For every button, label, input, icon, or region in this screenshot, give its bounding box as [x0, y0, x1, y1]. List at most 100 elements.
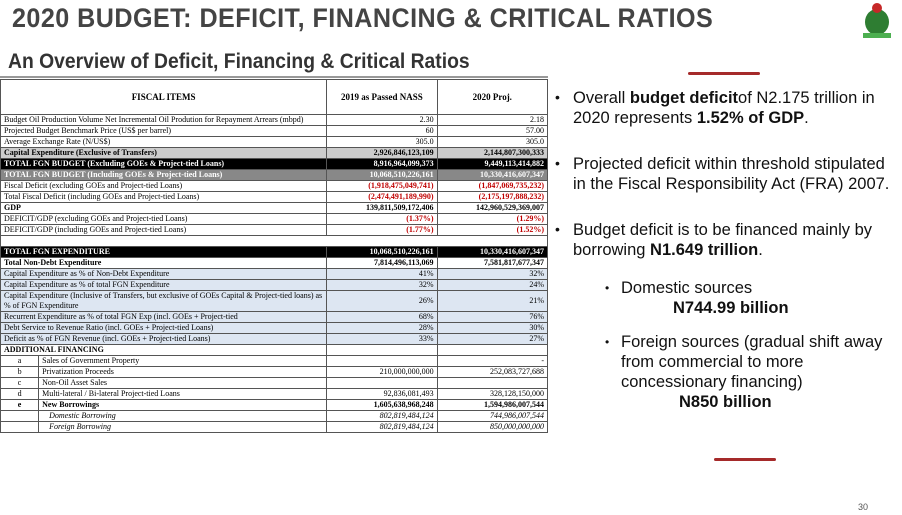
cell: 76% [436, 311, 549, 323]
cell: 139,811,509,172,406 [326, 202, 438, 214]
text: of N2.175 trillion in 2020 represents [573, 89, 875, 127]
text: 1.52% of GDP [696, 109, 805, 127]
table-row: Capital Expenditure (Inclusive of Transf… [0, 290, 549, 312]
cell: 92,836,081,493 [326, 388, 438, 400]
cell [436, 377, 549, 389]
cell: Domestic Borrowing [38, 410, 328, 422]
cell: 305.0 [326, 136, 438, 148]
cell: Projected Budget Benchmark Price (US$ pe… [0, 125, 328, 137]
table-row: d Multi-lateral / Bi-lateral Project-tied… [0, 388, 549, 400]
cell: 305.0 [436, 136, 549, 148]
cell: 57.00 [436, 125, 549, 137]
cell: Capital Expenditure as % of Non-Debt Exp… [0, 268, 328, 280]
cell [326, 344, 438, 356]
cell: c [0, 377, 40, 389]
cell: 1,605,638,968,248 [326, 399, 438, 411]
cell: 8,916,964,099,373 [326, 158, 438, 170]
cell: (1.77%) [326, 224, 438, 236]
cell: (1.52%) [436, 224, 549, 236]
cell: 21% [436, 290, 549, 312]
table-row: Fiscal Deficit (excluding GOEs and Proje… [0, 180, 549, 192]
text: Domestic sources [621, 279, 753, 297]
text: Overall [573, 89, 630, 107]
table-row: TOTAL FGN BUDGET (Excluding GOEs & Proje… [0, 158, 549, 170]
cell: Privatization Proceeds [38, 366, 328, 378]
cell: (1.29%) [436, 213, 549, 225]
text: budget deficit [629, 89, 739, 107]
cell: 1,594,986,007,544 [436, 399, 549, 411]
table-row: Projected Budget Benchmark Price (US$ pe… [0, 125, 549, 137]
table-row: Recurrent Expenditure as % of total FGN … [0, 311, 549, 323]
cell: 252,083,727,688 [436, 366, 549, 378]
table-row: ADDITIONAL FINANCING [0, 344, 549, 356]
divider [714, 458, 776, 461]
cell: 2.30 [326, 114, 438, 126]
table-row [0, 235, 548, 247]
cell: (1.37%) [326, 213, 438, 225]
cell: 9,449,113,414,882 [436, 158, 549, 170]
cell: Budget Oil Production Volume Net Increme… [0, 114, 328, 126]
cell: (1,847,069,735,232) [436, 180, 549, 192]
cell: Recurrent Expenditure as % of total FGN … [0, 311, 328, 323]
cell: Capital Expenditure as % of total FGN Ex… [0, 279, 328, 291]
table-row: GDP 139,811,509,172,406 142,960,529,369,00… [0, 202, 549, 214]
cell: d [0, 388, 40, 400]
table-row: Total Fiscal Deficit (including GOEs and… [0, 191, 549, 203]
cell: b [0, 366, 40, 378]
cell: 850,000,000,000 [436, 421, 549, 433]
cell [0, 235, 548, 247]
text: N1.649 trillion [650, 241, 759, 259]
cell: 10,068,510,226,161 [326, 246, 438, 258]
table-row: Domestic Borrowing 802,819,484,124 744,986… [0, 410, 549, 422]
cell [0, 421, 40, 433]
cell: Total Fiscal Deficit (including GOEs and… [0, 191, 328, 203]
fiscal-table: FISCAL ITEMS 2019 as Passed NASS 2020 Proj… [0, 79, 549, 433]
cell: GDP [0, 202, 328, 214]
cell: Capital Expenditure (Inclusive of Transf… [0, 290, 328, 312]
divider [688, 72, 760, 75]
cell: 10,330,416,607,347 [436, 246, 549, 258]
table-row: e New Borrowings 1,605,638,968,248 1,594,98… [0, 399, 549, 411]
slide-subtitle: An Overview of Deficit, Financing & Crit… [8, 50, 470, 73]
cell: Deficit as % of FGN Revenue (incl. GOEs … [0, 333, 328, 345]
cell: 10,068,510,226,161 [326, 169, 438, 181]
cell [0, 410, 40, 422]
cell: 744,986,007,544 [436, 410, 549, 422]
cell: 328,128,150,000 [436, 388, 549, 400]
cell: Capital Expenditure (Exclusive of Transf… [0, 147, 328, 159]
cell: 10,330,416,607,347 [436, 169, 549, 181]
cell: 32% [326, 279, 438, 291]
cell: TOTAL FGN BUDGET (Including GOEs & Proje… [0, 169, 328, 181]
header-cell: 2019 as Passed NASS [326, 79, 438, 115]
cell: 28% [326, 322, 438, 334]
table-row: TOTAL FGN BUDGET (Including GOEs & Proje… [0, 169, 549, 181]
cell: Average Exchange Rate (N/US$) [0, 136, 328, 148]
cell: (2,474,491,189,990) [326, 191, 438, 203]
text: Budget deficit is to be financed mainly … [573, 221, 873, 259]
coat-of-arms [863, 3, 891, 38]
text: Foreign sources (gradual shift away from… [621, 333, 883, 391]
underline [0, 76, 548, 78]
cell: 802,819,484,124 [326, 421, 438, 433]
cell: 26% [326, 290, 438, 312]
bullet: Budget deficit is to be financed mainly … [555, 219, 900, 260]
slide-title: 2020 BUDGET: DEFICIT, FINANCING & CRITIC… [12, 3, 714, 33]
cell: - [436, 355, 549, 367]
table-row: b Privatization Proceeds 210,000,000,000 25… [0, 366, 549, 378]
cell: 2.18 [436, 114, 549, 126]
sub-bullet: Domestic sources N744.99 billion [555, 278, 900, 318]
bullet: Overall budget deficitof N2.175 trillion… [555, 87, 900, 128]
header-cell: 2020 Proj. [436, 79, 549, 115]
header-cell: FISCAL ITEMS [0, 79, 328, 115]
cell [326, 355, 438, 367]
cell: 68% [326, 311, 438, 323]
cell: 24% [436, 279, 549, 291]
cell: Multi-lateral / Bi-lateral Project-tied … [38, 388, 328, 400]
cell: 802,819,484,124 [326, 410, 438, 422]
cell: New Borrowings [38, 399, 328, 411]
cell: 33% [326, 333, 438, 345]
table-row: TOTAL FGN EXPENDITURE 10,068,510,226,161 1… [0, 246, 549, 258]
text: N744.99 billion [673, 299, 789, 317]
cell: DEFICIT/GDP (excluding GOEs and Project-… [0, 213, 328, 225]
